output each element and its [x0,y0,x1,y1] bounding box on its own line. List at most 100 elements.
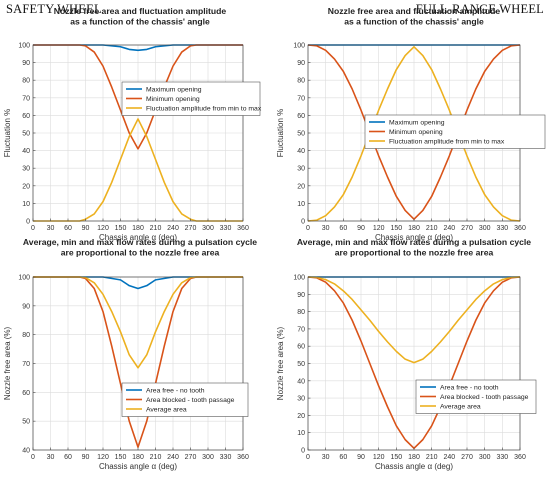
x-tick-label: 330 [220,225,232,232]
x-tick-label: 300 [202,225,214,232]
y-tick-label: 30 [297,396,305,403]
x-tick-label: 360 [237,225,249,232]
legend-entry-1: Area free - no tooth [440,384,499,391]
x-tick-label: 90 [357,225,365,232]
y-tick-label: 10 [22,201,30,208]
x-tick-label: 30 [322,225,330,232]
y-tick-label: 80 [297,309,305,316]
y-tick-label: 60 [297,344,305,351]
x-tick-label: 210 [150,225,162,232]
legend-entry-1: Area free - no tooth [146,387,205,394]
x-tick-label: 330 [496,454,508,461]
series-line-3 [307,45,521,222]
legend-entry-3: Fluctuation amplitude from min to max [389,138,505,145]
y-tick-label: 70 [297,326,305,333]
x-tick-label: 210 [150,454,162,461]
x-tick-label: 30 [47,225,55,232]
y-tick-label: 20 [297,183,305,190]
chart-panel-1: 0 30 60 90 120 150 180 210 240 270 300 330 360 0 10 20 3… [3,6,262,242]
x-tick-label: 180 [132,454,144,461]
x-tick-label: 150 [390,225,402,232]
y-tick-label: 100 [293,275,305,282]
x-tick-label: 60 [64,454,72,461]
x-tick-label: 270 [461,454,473,461]
y-tick-label: 70 [22,95,30,102]
x-tick-label: 180 [132,225,144,232]
series-line-2 [33,276,243,448]
chart-title-line-1: Average, min and max flow rates during a… [23,237,257,247]
y-tick-label: 50 [297,361,305,368]
chart-panel-4: 0 30 60 90 120 150 180 210 240 270 300 330 360 0 10 20 3… [276,237,537,471]
y-tick-label: 10 [297,430,305,437]
y-tick-label: 100 [293,43,305,50]
x-tick-label: 270 [185,225,197,232]
y-tick-label: 20 [22,183,30,190]
legend-entry-2: Area blocked - tooth passage [440,394,529,401]
x-tick-label: 60 [339,225,347,232]
chart-title-line-2: as a function of the chassis' angle [344,17,484,27]
x-tick-label: 300 [479,454,491,461]
y-tick-label: 100 [18,275,30,282]
y-axis-label: Nozzle free area (%) [3,326,12,400]
y-tick-label: 90 [297,60,305,67]
x-tick-label: 360 [514,225,526,232]
x-tick-label: 240 [443,454,455,461]
chart-panel-3: 0 30 60 90 120 150 180 210 240 270 300 330 360 40 50 60… [3,237,257,471]
y-tick-label: 70 [297,95,305,102]
x-tick-label: 180 [408,454,420,461]
y-tick-label: 90 [297,292,305,299]
x-axis-label: Chassis angle α (deg) [375,233,453,242]
x-tick-label: 90 [82,225,90,232]
y-tick-label: 30 [297,166,305,173]
y-tick-label: 90 [22,60,30,67]
y-tick-label: 40 [22,148,30,155]
y-tick-label: 80 [297,78,305,85]
x-tick-label: 120 [97,225,109,232]
y-tick-label: 50 [22,131,30,138]
x-tick-label: 210 [426,225,438,232]
x-tick-label: 30 [322,454,330,461]
x-tick-label: 240 [167,225,179,232]
legend-box [121,382,249,417]
x-tick-label: 360 [237,454,249,461]
x-tick-label: 0 [31,454,35,461]
chart-title-line-1: Average, min and max flow rates during a… [297,237,531,247]
legend-box [121,81,261,116]
y-tick-label: 40 [297,378,305,385]
x-tick-label: 300 [479,225,491,232]
legend-entry-3: Average area [440,403,481,410]
legend-entry-1: Maximum opening [146,86,202,93]
y-tick-label: 40 [22,448,30,455]
x-tick-label: 360 [514,454,526,461]
y-tick-label: 0 [26,219,30,226]
y-tick-label: 10 [297,201,305,208]
chart-title-line-1: Nozzle free area and fluctuation amplitu… [54,6,227,16]
x-axis-label: Chassis angle α (deg) [99,233,177,242]
x-tick-label: 60 [64,225,72,232]
x-tick-label: 180 [408,225,420,232]
x-tick-label: 120 [97,454,109,461]
series-line-2 [33,44,243,150]
y-tick-label: 60 [22,390,30,397]
legend-entry-2: Minimum opening [389,129,443,136]
y-tick-label: 0 [301,219,305,226]
x-tick-label: 0 [31,225,35,232]
x-tick-label: 210 [426,454,438,461]
x-tick-label: 240 [443,225,455,232]
x-tick-label: 330 [496,225,508,232]
x-tick-label: 30 [47,454,55,461]
x-tick-label: 90 [357,454,365,461]
x-tick-label: 300 [202,454,214,461]
x-tick-label: 330 [220,454,232,461]
y-tick-label: 50 [297,131,305,138]
legend-entry-3: Average area [146,406,187,413]
x-tick-label: 0 [306,225,310,232]
chart-title-line-2: as a function of the chassis' angle [70,17,210,27]
x-tick-label: 120 [373,225,385,232]
x-tick-label: 60 [339,454,347,461]
x-tick-label: 120 [373,454,385,461]
y-tick-label: 60 [297,113,305,120]
section-title-full-range-wheel: FULL-RANGE WHEEL [415,2,544,16]
chart-panel-2: 0 30 60 90 120 150 180 210 240 270 300 330 360 0 10 20 3… [276,6,546,242]
